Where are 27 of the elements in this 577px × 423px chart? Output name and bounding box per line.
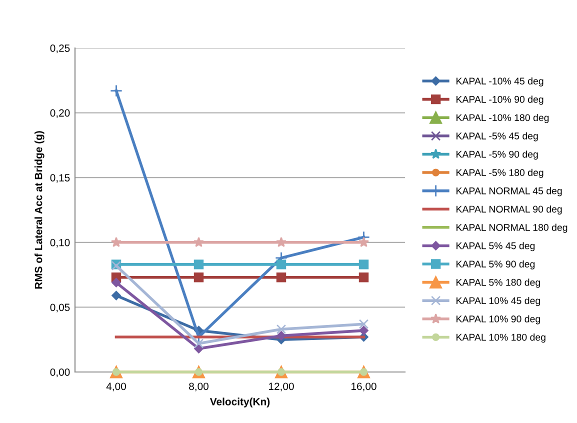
legend-label: KAPAL 10% 180 deg xyxy=(456,334,546,343)
legend-label: KAPAL -10% 90 deg xyxy=(456,96,544,105)
x-axis-title: Velocity(Kn) xyxy=(210,398,270,408)
legend-label: KAPAL 10% 45 deg xyxy=(456,296,540,306)
legend-label: KAPAL NORMAL 90 deg xyxy=(456,205,562,215)
y-tick-label: 0,10 xyxy=(50,238,70,248)
y-tick-label: 0,20 xyxy=(50,109,70,118)
y-tick-label: 0,05 xyxy=(50,304,70,312)
legend-label: KAPAL NORMAL 45 deg xyxy=(456,187,562,196)
y-tick-label: 0,25 xyxy=(50,44,70,54)
y-tick-label: 0,00 xyxy=(50,368,70,378)
legend-label: KAPAL -5% 90 deg xyxy=(456,150,538,160)
legend-label: KAPAL -10% 45 deg xyxy=(456,77,544,86)
legend-label: KAPAL NORMAL 180 deg xyxy=(456,224,568,233)
x-tick-label: 8,00 xyxy=(189,382,208,392)
legend-label: KAPAL 5% 180 deg xyxy=(456,278,540,288)
legend-label: KAPAL -5% 180 deg xyxy=(456,168,544,178)
legend-label: KAPAL 5% 90 deg xyxy=(456,260,535,270)
x-tick-label: 16,00 xyxy=(352,382,376,392)
legend-label: KAPAL -5% 45 deg xyxy=(456,132,538,142)
legend-label: KAPAL 5% 45 deg xyxy=(456,242,535,252)
y-axis-title: RMS of Lateral Acc at Bridge (g) xyxy=(34,131,44,289)
legend-label: KAPAL 10% 90 deg xyxy=(456,315,540,324)
x-tick-label: 4,00 xyxy=(106,382,126,392)
y-tick-label: 0,15 xyxy=(50,174,70,183)
legend-label: KAPAL -10% 180 deg xyxy=(456,114,549,124)
x-tick-label: 12,00 xyxy=(269,382,294,392)
